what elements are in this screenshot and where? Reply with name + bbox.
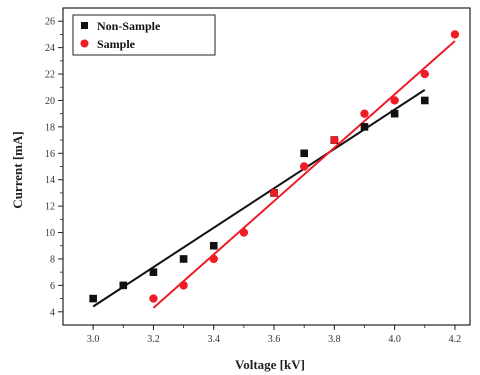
x-axis-ticks: 3.0 3.2 3.4 3.6 3.8 4.0 4.2 [87, 325, 461, 345]
legend-label-sample: Sample [97, 37, 136, 51]
x-tick-label: 4.0 [388, 334, 401, 345]
x-tick-label: 3.8 [328, 334, 341, 345]
data-point-sample [420, 69, 429, 79]
x-tick-label: 3.0 [87, 334, 100, 345]
x-tick-label: 3.2 [147, 334, 160, 345]
data-point-non-sample [119, 281, 128, 290]
y-tick-label: 20 [45, 96, 55, 107]
y-tick-label: 18 [45, 122, 55, 133]
fit-line-sample [152, 40, 456, 309]
data-point-sample [390, 96, 399, 105]
data-point-sample [269, 188, 279, 198]
data-point-sample [450, 30, 460, 39]
data-point-non-sample [149, 268, 158, 276]
y-tick-label: 12 [45, 202, 55, 213]
data-point-non-sample [390, 109, 399, 118]
y-tick-label: 22 [45, 70, 55, 81]
data-point-non-sample [360, 123, 369, 131]
data-point-non-sample [300, 149, 308, 158]
fit-lines [92, 40, 456, 309]
legend-box [72, 14, 216, 56]
data-point-sample [209, 254, 218, 264]
y-tick-label: 14 [45, 175, 55, 186]
y-axis-label: Current [mA] [10, 131, 25, 208]
legend: Non-Sample Sample [72, 14, 216, 56]
data-point-sample [360, 109, 369, 118]
y-tick-label: 4 [50, 307, 55, 318]
axes: 3.0 3.2 3.4 3.6 3.8 4.0 4.2 4 6 8 10 12 14 16 18 20 22 2… [45, 7, 471, 345]
y-tick-label: 10 [45, 228, 55, 239]
data-point-non-sample [420, 96, 429, 105]
y-tick-label: 8 [50, 254, 55, 265]
plot-frame [62, 7, 471, 326]
y-tick-label: 6 [50, 281, 55, 292]
y-axis-ticks: 4 6 8 10 12 14 16 18 20 22 24 26 [45, 17, 63, 318]
data-point-non-sample [89, 294, 97, 303]
y-tick-label: 26 [45, 17, 55, 28]
legend-marker-sample [80, 39, 89, 48]
fit-line-non-sample [92, 89, 426, 308]
x-tick-label: 3.6 [268, 334, 281, 345]
data-point-sample [179, 281, 188, 290]
y-tick-label: 24 [45, 43, 55, 54]
legend-label-non-sample: Non-Sample [97, 19, 161, 33]
x-tick-label: 4.2 [449, 334, 462, 345]
data-point-sample [299, 162, 309, 171]
data-point-sample [149, 294, 158, 303]
data-point-sample [330, 135, 339, 145]
x-tick-label: 3.4 [207, 334, 220, 345]
data-point-non-sample [179, 255, 188, 263]
y-tick-label: 16 [45, 149, 55, 160]
legend-marker-non-sample [81, 22, 88, 29]
data-points [89, 30, 460, 303]
x-axis-label: Voltage [kV] [235, 357, 305, 372]
data-point-sample [239, 228, 249, 237]
data-point-non-sample [209, 241, 218, 250]
